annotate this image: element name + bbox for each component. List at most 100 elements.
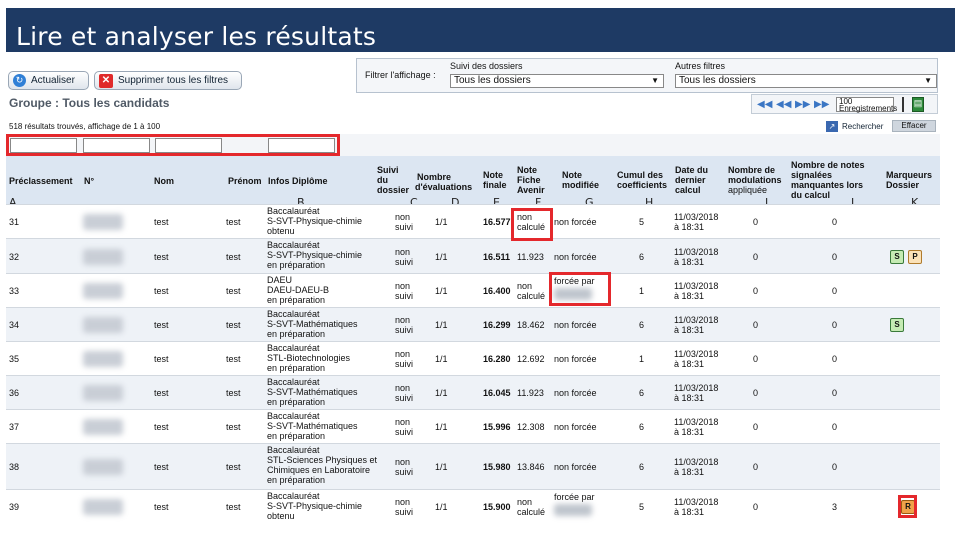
col-marqueurs[interactable]: Marqueurs Dossier (886, 170, 933, 190)
table-row[interactable]: 31 test test Baccalauréat S-SVT-Physique-chi… (6, 204, 940, 238)
table-row[interactable]: 32 test test Baccalauréat S-SVT-Physique-chi… (6, 238, 940, 273)
diplome-cell: Baccalauréat S-SVT-Physique-chimie en prép… (267, 240, 362, 270)
suivi-line: suivi (395, 257, 414, 267)
suivi-cell: non suivi (395, 383, 413, 403)
records-per-page-select[interactable]: 100 Enregistrements (836, 97, 897, 113)
date-line: 11/03/2018 (674, 417, 719, 427)
export-icon[interactable]: ▤ (912, 97, 924, 112)
col-date-calcul[interactable]: Date du dernier calcul (675, 165, 709, 195)
note-fiche-line: non (517, 281, 533, 291)
diplome-line: STL-Biotechnologies (267, 353, 351, 363)
suivi-cell: non suivi (395, 315, 413, 335)
search-icon[interactable]: ↗ (826, 121, 838, 132)
table-row[interactable]: 36 test test Baccalauréat S-SVT-Mathématique… (6, 375, 940, 409)
diplome-cell: Baccalauréat S-SVT-Physique-chimie obtenu (267, 206, 362, 236)
modulations-cell: 0 (753, 388, 759, 398)
eval-cell: 1/1 (435, 320, 448, 330)
rank-filter-input[interactable] (10, 138, 77, 153)
note-modifiee-line: forcée par (554, 492, 595, 502)
col-rank[interactable]: Préclassement (9, 176, 73, 186)
suivi-line: suivi (395, 427, 414, 437)
col-diplome[interactable]: Infos Diplôme (268, 176, 328, 186)
clear-search-button[interactable]: Effacer (892, 120, 936, 132)
modulations-cell: 0 (753, 502, 759, 512)
note-fiche-cell: 11.923 (517, 252, 544, 262)
next-page-icon[interactable]: ▶▶ (795, 99, 811, 110)
manquantes-cell: 0 (832, 252, 838, 262)
table-row[interactable]: 37 test test Baccalauréat S-SVT-Mathématique… (6, 409, 940, 443)
filter-highlight-box (6, 134, 340, 156)
suivi-line: suivi (395, 222, 414, 232)
table-row[interactable]: 38 test test Baccalauréat STL-Sciences Physi… (6, 443, 940, 489)
note-modifiee-line: non forcée (554, 462, 597, 472)
modulations-cell: 0 (753, 252, 759, 262)
num-filter-input[interactable] (83, 138, 150, 153)
column-letter-j: J (851, 196, 855, 209)
col-note-fiche[interactable]: Note Fiche Avenir (517, 165, 545, 195)
suivi-filter-label: Suivi des dossiers (450, 61, 523, 71)
rank-cell: 36 (9, 388, 20, 398)
first-page-icon[interactable]: ◀◀ (757, 99, 773, 110)
nom-cell: test (154, 354, 169, 364)
refresh-button[interactable]: ↻ Actualiser (8, 71, 89, 90)
fiche-highlight-box (511, 208, 553, 241)
note-modifiee-cell: non forcée (554, 462, 597, 472)
column-letter-b: B (297, 196, 305, 209)
col-notes-manquantes[interactable]: Nombre de notes signalées manquantes lor… (791, 160, 865, 200)
suivi-line: non (395, 281, 411, 291)
marker-badge-s[interactable]: S (890, 250, 904, 264)
rank-cell: 37 (9, 422, 20, 432)
redacted-number (83, 283, 123, 299)
note-finale-cell: 16.280 (483, 354, 511, 364)
note-modifiee-cell: non forcée (554, 422, 597, 432)
note-modifiee-cell: non forcée (554, 320, 597, 330)
table-row[interactable]: 39 test test Baccalauréat S-SVT-Physique-chi… (6, 489, 940, 522)
note-finale-cell: 16.577 (483, 217, 511, 227)
table-row[interactable]: 34 test test Baccalauréat S-SVT-Mathématique… (6, 307, 940, 341)
marker-badge-p[interactable]: P (908, 250, 922, 264)
note-finale-cell: 16.511 (483, 252, 511, 262)
redacted-number (83, 317, 123, 333)
clear-filters-button[interactable]: ✕ Supprimer tous les filtres (94, 71, 242, 90)
search-button[interactable]: Rechercher (842, 122, 884, 131)
col-num[interactable]: N° (84, 176, 95, 186)
results-summary: 518 résultats trouvés, affichage de 1 à … (9, 122, 161, 131)
col-nom[interactable]: Nom (154, 176, 174, 186)
last-page-icon[interactable]: ▶▶ (814, 99, 830, 110)
date-cell: 11/03/2018 à 18:31 (674, 212, 718, 232)
date-cell: 11/03/2018 à 18:31 (674, 247, 718, 267)
col-modulations[interactable]: Nombre de modulations appliquée (728, 165, 782, 195)
suivi-line: non (395, 247, 411, 257)
table-row[interactable]: 35 test test Baccalauréat STL-Biotechnologie… (6, 341, 940, 375)
col-suivi[interactable]: Suivi du dossier (377, 165, 410, 195)
nom-cell: test (154, 217, 169, 227)
marker-badge-r[interactable]: R (901, 500, 915, 514)
cumul-cell: 6 (639, 252, 645, 262)
table-row[interactable]: 33 test test DAEU DAEU-DAEU-B en préparation n… (6, 273, 940, 307)
nom-filter-input[interactable] (155, 138, 222, 153)
suivi-filter-select[interactable]: Tous les dossiers ▼ (450, 74, 664, 88)
diplome-cell: Baccalauréat S-SVT-Mathématiques en prépar… (267, 377, 358, 407)
rank-cell: 32 (9, 252, 20, 262)
col-cumul[interactable]: Cumul des coefficients (617, 170, 668, 190)
date-line: à 18:31 (674, 257, 705, 267)
col-prenom[interactable]: Prénom (228, 176, 262, 186)
note-fiche-line: 11.923 (517, 252, 544, 262)
date-cell: 11/03/2018 à 18:31 (674, 349, 718, 369)
date-cell: 11/03/2018 à 18:31 (674, 315, 718, 335)
prenom-cell: test (226, 286, 241, 296)
suivi-line: non (395, 212, 411, 222)
modulations-cell: 0 (753, 462, 759, 472)
diplome-cell: Baccalauréat S-SVT-Mathématiques en prépar… (267, 411, 358, 441)
marker-badge-s[interactable]: S (890, 318, 904, 332)
prenom-cell: test (226, 462, 241, 472)
diplome-filter-input[interactable] (268, 138, 335, 153)
col-note-finale[interactable]: Note finale (483, 170, 507, 190)
prev-page-icon[interactable]: ◀◀ (776, 99, 792, 110)
diplome-line: obtenu (267, 511, 295, 521)
date-line: à 18:31 (674, 291, 705, 301)
col-note-modifiee[interactable]: Note modifiée (562, 170, 600, 190)
note-finale-cell: 15.980 (483, 462, 511, 472)
other-filters-select[interactable]: Tous les dossiers ▼ (675, 74, 937, 88)
col-nb-evaluations[interactable]: Nombre d'évaluations (415, 172, 473, 192)
